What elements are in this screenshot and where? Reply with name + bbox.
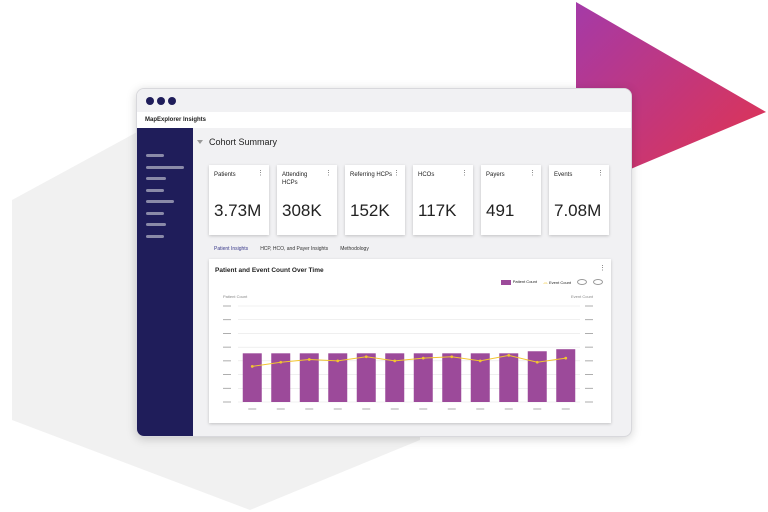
stat-value: 3.73M bbox=[214, 201, 262, 220]
stat-label: Payers bbox=[486, 172, 505, 178]
bar-swatch-icon bbox=[500, 279, 511, 285]
stat-value: 152K bbox=[350, 201, 390, 220]
stat-label: Patients bbox=[214, 172, 236, 178]
bar bbox=[470, 353, 490, 402]
sidebar bbox=[137, 128, 193, 436]
bar bbox=[527, 351, 547, 402]
y2-axis-label: Event Count bbox=[570, 294, 593, 299]
stat-value: 308K bbox=[282, 201, 322, 220]
event-point bbox=[564, 356, 568, 360]
event-point bbox=[478, 359, 482, 363]
bar bbox=[356, 353, 376, 402]
sidebar-item[interactable] bbox=[146, 200, 174, 203]
bar bbox=[328, 353, 348, 402]
main-content: Cohort Summary Patients ⋮ 3.73M Attending H… bbox=[193, 128, 631, 436]
event-point bbox=[535, 360, 539, 364]
event-point bbox=[507, 353, 511, 357]
sidebar-item[interactable] bbox=[146, 154, 164, 157]
stat-card: Payers ⋮ 491 bbox=[481, 165, 541, 235]
more-menu-icon[interactable]: ⋮ bbox=[393, 170, 400, 177]
stat-label: HCOs bbox=[418, 172, 435, 178]
event-point bbox=[450, 355, 454, 359]
stat-label: Events bbox=[554, 172, 573, 178]
event-point bbox=[364, 355, 368, 359]
sidebar-item[interactable] bbox=[146, 177, 166, 180]
legend-event-count[interactable]: -o- Event Count bbox=[542, 279, 571, 285]
toggle-button[interactable] bbox=[593, 279, 603, 285]
bar bbox=[499, 353, 519, 402]
sidebar-item[interactable] bbox=[146, 223, 166, 226]
stat-value: 491 bbox=[486, 201, 515, 220]
stat-label: Attending HCPs bbox=[282, 172, 308, 186]
event-point bbox=[421, 356, 425, 360]
tab[interactable]: Patient Insights bbox=[214, 246, 249, 252]
event-point bbox=[336, 359, 340, 363]
bar bbox=[556, 349, 576, 402]
tab[interactable]: HCP, HCO, and Payer Insights bbox=[260, 246, 329, 252]
sidebar-item[interactable] bbox=[146, 188, 164, 192]
event-point bbox=[279, 360, 283, 364]
collapse-caret-icon[interactable] bbox=[197, 140, 203, 144]
stat-card: Events ⋮ 7.08M bbox=[549, 165, 609, 235]
more-menu-icon[interactable]: ⋮ bbox=[529, 170, 536, 177]
more-menu-icon[interactable]: ⋮ bbox=[597, 170, 604, 177]
stat-card: HCOs ⋮ 117K bbox=[413, 165, 473, 235]
event-point bbox=[393, 359, 397, 363]
window-dot-icon[interactable] bbox=[168, 96, 176, 105]
line-swatch-icon: -o- bbox=[542, 279, 549, 285]
app-title: MapExplorer Insights bbox=[137, 112, 631, 128]
chart-title: Patient and Event Count Over Time bbox=[215, 267, 324, 274]
chart-plot bbox=[223, 305, 593, 410]
bar bbox=[442, 353, 462, 402]
y-axis-label: Patient Count bbox=[223, 294, 248, 299]
bar bbox=[271, 353, 291, 402]
stat-card: Patients ⋮ 3.73M bbox=[209, 165, 269, 235]
chart-legend: Patient Count -o- Event Count bbox=[500, 279, 603, 285]
event-point bbox=[250, 364, 254, 368]
event-line bbox=[252, 354, 566, 367]
stat-card: Attending HCPs ⋮ 308K bbox=[277, 165, 337, 235]
window-dot-icon[interactable] bbox=[157, 96, 165, 105]
sidebar-item[interactable] bbox=[146, 165, 184, 169]
sidebar-item[interactable] bbox=[146, 211, 164, 215]
tab[interactable]: Methodology bbox=[340, 246, 369, 252]
title-bar bbox=[137, 89, 631, 112]
event-point bbox=[307, 358, 311, 361]
bar bbox=[385, 353, 405, 402]
legend-patient-count[interactable]: Patient Count bbox=[500, 279, 537, 285]
page-title: Cohort Summary bbox=[209, 137, 278, 147]
window-dot-icon[interactable] bbox=[146, 96, 154, 105]
more-menu-icon[interactable]: ⋮ bbox=[325, 170, 332, 177]
stat-value: 7.08M bbox=[554, 201, 602, 220]
more-menu-icon[interactable]: ⋮ bbox=[257, 170, 264, 177]
stat-label: Referring HCPs bbox=[350, 172, 393, 178]
toggle-button[interactable] bbox=[577, 279, 587, 285]
stat-value: 117K bbox=[418, 201, 457, 220]
bar bbox=[299, 353, 319, 402]
bar bbox=[413, 353, 433, 402]
sidebar-item[interactable] bbox=[146, 234, 164, 238]
chart-card: Patient and Event Count Over Time ⋮ Pati… bbox=[209, 259, 611, 423]
more-menu-icon[interactable]: ⋮ bbox=[599, 265, 606, 272]
more-menu-icon[interactable]: ⋮ bbox=[461, 170, 468, 177]
stat-card: Referring HCPs ⋮ 152K bbox=[345, 165, 405, 235]
app-window: MapExplorer Insights Cohort Summary Pati… bbox=[136, 88, 632, 437]
bar bbox=[242, 353, 262, 402]
